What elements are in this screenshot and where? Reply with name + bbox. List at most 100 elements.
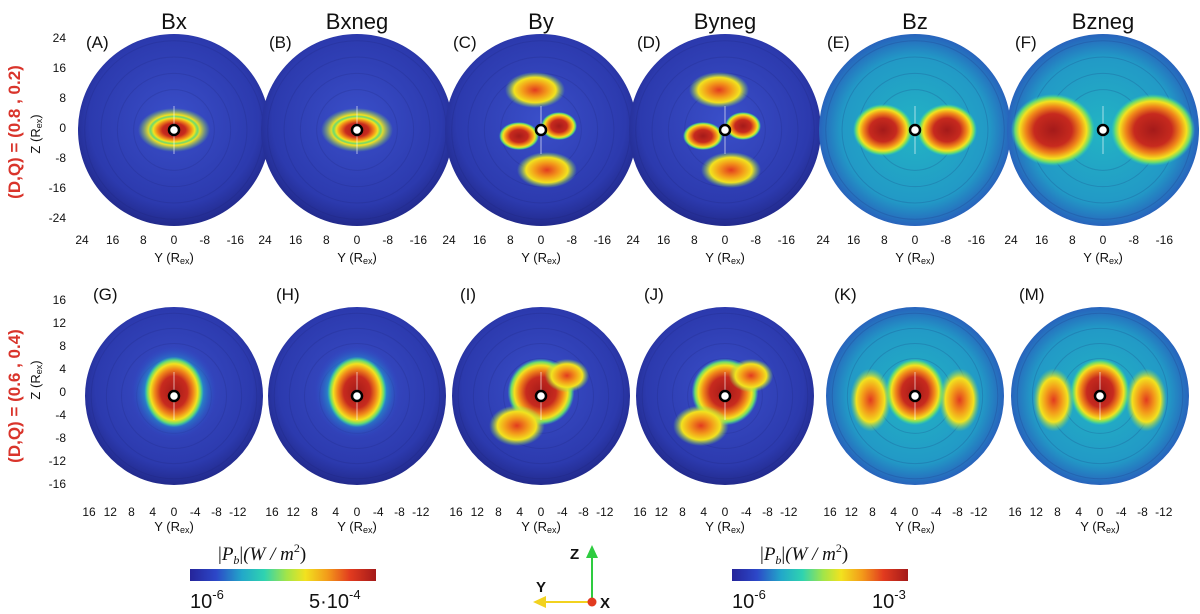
x-tick-label: 8 (691, 233, 698, 247)
x-tick-label: 0 (538, 233, 545, 247)
panel-label: (I) (460, 285, 476, 304)
y-tick-label: -24 (49, 211, 67, 225)
x-tick-label: 8 (128, 505, 135, 519)
x-tick-label: 16 (633, 505, 647, 519)
y-tick-label: 8 (59, 91, 66, 105)
colorbar-right-min: 10-6 (732, 587, 766, 613)
planet-marker (718, 389, 732, 403)
x-tick-label: -12 (970, 505, 988, 519)
x-tick-label: -8 (1137, 505, 1148, 519)
panel: (K) 16 12 8 4 0 -4 -8 -12 Y (Rex) (823, 285, 1004, 535)
x-axis-title: Y (Rex) (705, 250, 745, 266)
panel-ring (303, 342, 411, 450)
x-tick-label: 16 (473, 233, 487, 247)
x-tick-label: -8 (1128, 233, 1139, 247)
y-tick-label: -8 (55, 431, 66, 445)
panel: (G) 16 12 8 4 0 -4 -8 -12 Y (Rex) (82, 285, 263, 535)
x-tick-label: -8 (750, 233, 761, 247)
x-tick-label: -12 (229, 505, 247, 519)
x-tick-label: 24 (75, 233, 89, 247)
colorbar-left-title: |Pb|(W / m2) (218, 541, 306, 567)
x-tick-label: -4 (190, 505, 201, 519)
field-region (689, 72, 749, 108)
x-tick-label: 4 (890, 505, 897, 519)
x-tick-label: 16 (449, 505, 463, 519)
panel-ring (831, 312, 999, 480)
planet-marker (167, 389, 181, 403)
x-tick-label: 16 (106, 233, 120, 247)
x-tick-label: -8 (382, 233, 393, 247)
panel-ring (100, 56, 248, 204)
x-tick-label: 24 (442, 233, 456, 247)
x-tick-label: 8 (881, 233, 888, 247)
y-tick-label: -8 (55, 151, 66, 165)
panel: (A) 24 16 8 0 -8 -16 Y (Rex) (75, 33, 270, 266)
panel-ring (487, 342, 595, 450)
x-tick-label: -8 (952, 505, 963, 519)
panel-ring (641, 312, 809, 480)
y-tick-label: -4 (55, 408, 66, 422)
x-axis-title: Y (Rex) (521, 519, 561, 535)
row-label-top: (D,Q) = (0.8 , 0.2) (5, 65, 24, 199)
x-tick-label: 8 (495, 505, 502, 519)
x-tick-label: -16 (1156, 233, 1174, 247)
panel-label: (B) (269, 33, 292, 52)
panel: (D) 24 16 8 0 -8 -16 Y (Rex) (626, 33, 821, 266)
column-titles: Bx Bxneg By Byneg Bz Bzneg (161, 9, 1134, 34)
panel-ring (120, 342, 228, 450)
x-tick-label: 8 (869, 505, 876, 519)
x-tick-label: -4 (1116, 505, 1127, 519)
x-tick-label: 0 (354, 505, 361, 519)
x-tick-label: 0 (722, 233, 729, 247)
panel-ring (90, 312, 258, 480)
field-region (853, 104, 913, 156)
field-region (1011, 94, 1095, 166)
x-tick-label: -12 (412, 505, 430, 519)
x-tick-label: 12 (1030, 505, 1044, 519)
colorbar-left: |Pb|(W / m2) 10-6 5·10-4 (190, 541, 376, 613)
panel-label: (A) (86, 33, 109, 52)
y-tick-label: 12 (53, 316, 67, 330)
x-tick-label: 0 (912, 505, 919, 519)
x-tick-label: 24 (258, 233, 272, 247)
panel-ring (457, 312, 625, 480)
panel-label: (C) (453, 33, 477, 52)
x-tick-label: 16 (82, 505, 96, 519)
panel-label: (E) (827, 33, 850, 52)
colorbar-left-gradient (190, 569, 376, 581)
x-axis-title: Y (Rex) (337, 519, 377, 535)
panel-ring (846, 327, 984, 465)
y-axis-title-bottom: Z (Rex) (28, 360, 44, 399)
x-tick-label: 8 (507, 233, 514, 247)
triad-x-origin (587, 597, 597, 607)
x-tick-label: 24 (626, 233, 640, 247)
colorbar-left-min: 10-6 (190, 587, 224, 613)
planet-marker (534, 123, 548, 137)
x-tick-label: 12 (471, 505, 485, 519)
panel-ring (116, 72, 232, 188)
panel-label: (G) (93, 285, 118, 304)
x-tick-label: -4 (931, 505, 942, 519)
planet-marker (908, 123, 922, 137)
x-tick-label: -16 (594, 233, 612, 247)
y-tick-label: 0 (59, 121, 66, 135)
x-tick-label: -12 (1155, 505, 1173, 519)
y-tick-label: 16 (53, 293, 67, 307)
x-tick-label: 0 (538, 505, 545, 519)
x-tick-label: -16 (227, 233, 245, 247)
column-title: Byneg (694, 9, 756, 34)
x-tick-label: 16 (1035, 233, 1049, 247)
y-tick-label: -12 (49, 454, 67, 468)
panel: (B) 24 16 8 0 -8 -16 Y (Rex) (258, 33, 453, 266)
panel-ring (288, 327, 426, 465)
x-tick-label: -4 (373, 505, 384, 519)
row-label-bottom: (D,Q) = (0.6 , 0.4) (5, 329, 24, 463)
y-tick-label: 16 (53, 61, 67, 75)
x-tick-label: 0 (171, 505, 178, 519)
x-tick-label: 16 (823, 505, 837, 519)
x-tick-label: -8 (578, 505, 589, 519)
field-region (544, 358, 590, 393)
panel: (C) 24 16 8 0 -8 -16 Y (Rex) (442, 33, 637, 266)
colorbar-right-max: 10-3 (872, 587, 906, 613)
